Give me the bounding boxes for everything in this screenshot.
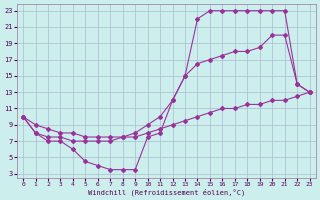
X-axis label: Windchill (Refroidissement éolien,°C): Windchill (Refroidissement éolien,°C) <box>88 188 245 196</box>
